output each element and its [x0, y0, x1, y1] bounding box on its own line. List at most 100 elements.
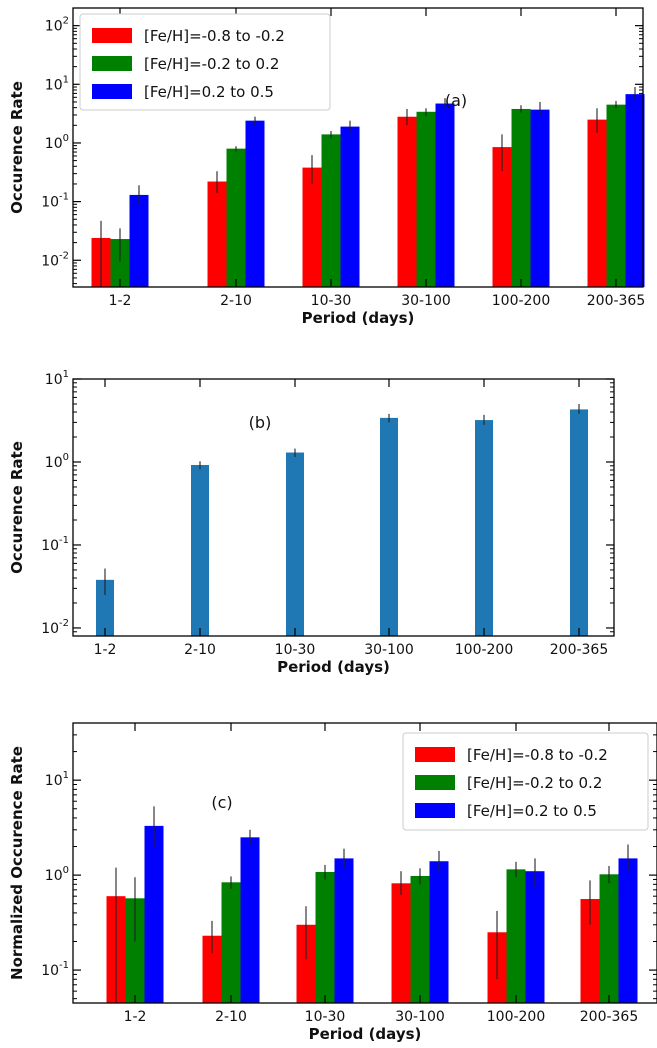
legend: [Fe/H]=-0.8 to -0.2 [Fe/H]=-0.2 to 0.2 [Fe…: [402, 732, 649, 831]
bar: [110, 239, 130, 287]
bar: [606, 104, 626, 288]
bar: [129, 194, 149, 287]
y-tick-label: 10-1: [41, 960, 69, 979]
x-tick-label: 200-365: [550, 642, 609, 658]
bar: [144, 825, 164, 1003]
bar: [321, 134, 341, 287]
bar: [397, 116, 417, 287]
plot-frame: [72, 7, 644, 288]
bar: [475, 420, 493, 636]
bar: [96, 579, 114, 636]
y-axis-label: Occurence Rate: [8, 81, 26, 214]
x-tick-label: 10-30: [305, 1009, 346, 1025]
x-tick-label: 2-10: [215, 1009, 247, 1025]
bar: [435, 103, 455, 287]
bar: [302, 167, 322, 287]
y-tick-label: 102: [45, 16, 69, 35]
x-axis-label: Period (days): [277, 658, 390, 676]
bar: [599, 874, 619, 1003]
x-tick-label: 200-365: [587, 293, 646, 309]
x-tick-label: 100-200: [487, 1009, 546, 1025]
bar: [625, 94, 645, 287]
bar: [506, 869, 526, 1003]
bar: [618, 858, 638, 1003]
x-tick-label: 10-30: [275, 642, 316, 658]
bar: [125, 898, 145, 1003]
y-axis-label: Occurence Rate: [8, 441, 26, 574]
bar: [340, 126, 360, 287]
x-tick-label: 100-200: [455, 642, 514, 658]
legend-box: [402, 732, 649, 831]
bar: [525, 871, 545, 1003]
bar: [492, 147, 512, 287]
legend-entry: [Fe/H]=-0.2 to 0.2: [144, 55, 279, 73]
legend-swatch: [415, 775, 455, 790]
plot-frame: [72, 722, 657, 1004]
legend-entry: [Fe/H]=-0.8 to -0.2: [144, 27, 285, 45]
legend: [Fe/H]=-0.8 to -0.2 [Fe/H]=-0.2 to 0.2 [Fe…: [79, 13, 331, 111]
bar: [245, 120, 265, 287]
legend-swatch: [92, 84, 132, 99]
bar: [286, 452, 304, 636]
legend-swatch: [92, 28, 132, 43]
y-tick-label: 10-1: [41, 192, 69, 211]
bar: [380, 417, 398, 636]
x-tick-label: 30-100: [364, 642, 414, 658]
chart-panel-c: 10-1 100 101 1-2 2-10 10-30 30-100 100-200 200-3…: [8, 722, 657, 1043]
x-tick-label: 1-2: [124, 1009, 147, 1025]
bar: [207, 181, 227, 287]
bar: [391, 883, 411, 1003]
y-tick-label: 100: [45, 133, 69, 152]
bar: [587, 119, 607, 288]
y-tick-label: 100: [45, 452, 69, 471]
x-tick-label: 10-30: [311, 293, 352, 309]
bar: [202, 935, 222, 1003]
legend-entry: [Fe/H]=-0.8 to -0.2: [467, 746, 608, 764]
x-tick-label: 200-365: [580, 1009, 639, 1025]
bar: [570, 409, 588, 636]
y-tick-label: 10-1: [41, 535, 69, 554]
bar: [580, 899, 600, 1003]
bar: [334, 858, 354, 1003]
bar: [511, 108, 531, 288]
bar: [410, 875, 430, 1003]
x-axis-label: Period (days): [302, 309, 415, 327]
y-tick-label: 101: [45, 770, 69, 789]
bar: [226, 148, 246, 287]
legend-entry: [Fe/H]=0.2 to 0.5: [467, 802, 597, 820]
bar: [530, 109, 550, 288]
legend-swatch: [92, 56, 132, 71]
x-tick-label: 1-2: [109, 293, 132, 309]
x-tick-label: 1-2: [94, 642, 117, 658]
panel-label: (b): [249, 413, 272, 432]
plot-frame: [72, 378, 615, 637]
y-tick-label: 101: [45, 74, 69, 93]
legend-box: [79, 13, 331, 111]
x-tick-label: 30-100: [395, 1009, 445, 1025]
bar: [416, 111, 436, 287]
panel-label: (c): [211, 793, 232, 812]
chart-panel-b: 10-2 10-1 100 101 1-2 2-10 10-30 30-100 100-200 2…: [8, 369, 615, 676]
y-axis-label: Normalized Occurence Rate: [8, 746, 26, 980]
chart-panel-a: 10-2 10-1 100 101 102 1-2 2-10 10-30 30-100 100-2…: [8, 7, 646, 327]
legend-swatch: [415, 803, 455, 818]
bar: [240, 837, 260, 1003]
x-tick-label: 2-10: [220, 293, 252, 309]
legend-entry: [Fe/H]=0.2 to 0.5: [144, 83, 274, 101]
bar: [221, 882, 241, 1003]
x-axis-label: Period (days): [309, 1025, 422, 1043]
y-tick-label: 10-2: [41, 618, 69, 637]
bar: [296, 924, 316, 1003]
x-tick-label: 2-10: [184, 642, 216, 658]
bar: [315, 871, 335, 1003]
y-tick-label: 101: [45, 369, 69, 388]
bar: [191, 464, 209, 636]
x-tick-label: 30-100: [401, 293, 451, 309]
x-tick-label: 100-200: [492, 293, 551, 309]
panel-label: (a): [445, 91, 467, 110]
legend-swatch: [415, 747, 455, 762]
y-tick-label: 100: [45, 865, 69, 884]
y-tick-label: 10-2: [41, 250, 69, 269]
bar: [429, 861, 449, 1003]
